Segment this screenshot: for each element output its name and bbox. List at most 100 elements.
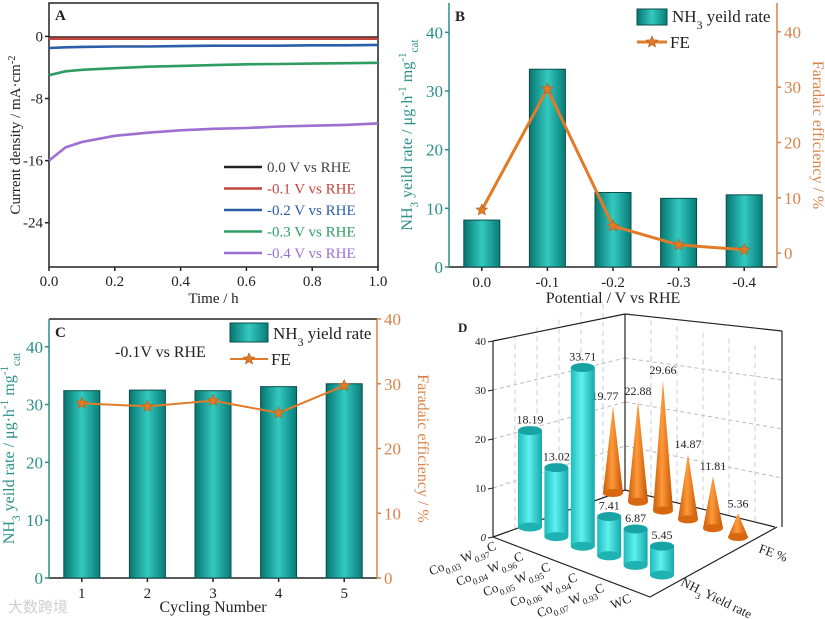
x-tick-label: -0.2 — [601, 275, 625, 291]
x-tick-label: 5 — [340, 586, 348, 602]
panel-letter: D — [458, 320, 467, 335]
fe-cone-base — [603, 489, 623, 497]
yield-cylinder-bottom — [623, 560, 648, 570]
series-axis-label-part: FE % — [757, 541, 790, 565]
yield-cylinder-bottom — [597, 551, 622, 561]
category-label-part: W — [456, 547, 476, 567]
fe-marker — [475, 203, 489, 216]
left-y-tick-label: 40 — [26, 338, 43, 357]
yield-cylinder-top — [623, 524, 648, 534]
category-label-part: W — [483, 557, 503, 577]
condition-annotation: -0.1V vs RHE — [115, 344, 206, 361]
legend-label: -0.1 V vs RHE — [267, 182, 356, 198]
left-y-axis-label-part: mg — [399, 62, 416, 86]
bar — [128, 389, 166, 579]
fe-cone — [653, 380, 673, 511]
box-edge — [492, 313, 626, 342]
x-axis-label: Time / h — [188, 291, 239, 307]
left-y-tick-label: 30 — [426, 82, 443, 101]
legend-label-part: NH — [273, 324, 298, 343]
z-tick — [487, 340, 494, 343]
x-tick-label: 3 — [209, 586, 217, 602]
fe-marker — [540, 82, 554, 95]
fe-cone — [703, 476, 723, 529]
fe-cone — [678, 453, 698, 520]
legend-label: FE — [670, 33, 690, 52]
yield-value-label: 5.45 — [652, 528, 673, 542]
yield-cylinder — [518, 430, 542, 527]
x-tick-label: -0.3 — [667, 275, 691, 291]
z-tick — [487, 389, 494, 392]
bar — [194, 390, 232, 579]
category-label-part: Co — [535, 601, 555, 619]
bar — [463, 219, 501, 268]
legend-swatch-bar — [636, 8, 668, 26]
right-y-tick-label: 20 — [384, 440, 401, 459]
panel-b: B 0 10 20 30 40 0 10 20 30 40 0.0 -0.1 -0.2 -0.3 -0.4 Po… — [397, 3, 825, 307]
x-tick-label: 2 — [144, 586, 152, 602]
fe-cone — [603, 406, 623, 493]
legend-label-part: 3 — [697, 18, 703, 32]
yield-cylinder-bottom — [650, 570, 674, 580]
y-axis-label: Current density / mA·cm-2 — [7, 55, 25, 214]
watermark: 大数跨境 — [8, 598, 68, 616]
left-y-tick-label: 30 — [26, 396, 43, 415]
fe-cone-base — [628, 497, 648, 506]
fe-marker — [75, 396, 89, 409]
x-axis-label: Potential / V vs RHE — [546, 290, 681, 307]
right-y-tick-label: 10 — [784, 189, 801, 208]
yield-cylinder-top — [650, 541, 674, 551]
bar — [63, 390, 101, 579]
series-axis-label-part: Yield rate — [700, 584, 755, 619]
left-y-axis-label-part: cat — [11, 352, 23, 366]
left-y-axis-label-part: NH — [1, 521, 18, 545]
left-y-tick-label: 20 — [26, 453, 43, 472]
category-label-part: W — [510, 568, 530, 588]
legend-label: -0.4 V vs RHE — [267, 246, 356, 262]
yield-value-label: 13.02 — [543, 450, 570, 464]
z-tick — [487, 487, 494, 490]
bar — [325, 383, 363, 579]
y-axis-label-part: -2 — [7, 55, 18, 64]
panel-letter: B — [455, 9, 465, 25]
box-edge — [624, 489, 776, 528]
x-tick-label: 1 — [78, 586, 86, 602]
yield-cylinder-bottom — [570, 541, 595, 551]
category-label-part: Co — [427, 559, 447, 579]
series-axis-label: FE % — [757, 541, 790, 565]
category-label-part: W — [537, 578, 557, 598]
legend-label: -0.3 V vs RHE — [267, 225, 356, 241]
series-line — [48, 43, 379, 50]
box-edge — [624, 313, 783, 332]
right-y-axis-label: Faradaic efficiency / % — [809, 61, 825, 210]
left-y-tick-label: 10 — [426, 199, 443, 218]
y-tick-label: -24 — [23, 216, 43, 232]
right-y-tick-label: 30 — [384, 375, 401, 394]
y-axis-label-part: Current density / mA·cm — [8, 64, 24, 215]
fe-marker — [672, 238, 686, 251]
fe-marker — [206, 393, 220, 407]
x-tick-label: 0.8 — [303, 274, 322, 290]
legend-star-icon — [242, 352, 256, 365]
series-axis-label-part: 3 — [694, 591, 703, 602]
bar — [725, 194, 763, 268]
fe-value-label: 14.87 — [675, 437, 702, 451]
left-y-axis-label-part: -1 — [397, 86, 409, 95]
right-y-tick-label: 20 — [784, 133, 801, 152]
x-tick-label: 1.0 — [369, 274, 388, 290]
fe-value-label: 29.66 — [650, 363, 677, 377]
fe-cone-base — [678, 515, 698, 524]
bar — [660, 197, 698, 268]
yield-cylinder-top — [518, 426, 542, 436]
yield-cylinder — [623, 528, 648, 566]
right-y-axis-label: Faradaic efficiency / % — [414, 374, 431, 523]
left-y-axis-label-part: -1 — [0, 366, 11, 375]
yield-cylinder-top — [570, 363, 595, 373]
x-axis-label: Cycling Number — [159, 599, 267, 616]
left-y-axis-label-part: yeild rate / μg·h — [399, 96, 416, 202]
series-line — [48, 61, 379, 77]
panel-a: A 0.0 0.2 0.4 0.6 0.8 1.0 0 -8 -16 -24 Time / h Curr… — [7, 2, 388, 307]
legend-label: NH3 yield rate — [273, 324, 371, 349]
x-tick-label: 0.6 — [237, 274, 256, 290]
